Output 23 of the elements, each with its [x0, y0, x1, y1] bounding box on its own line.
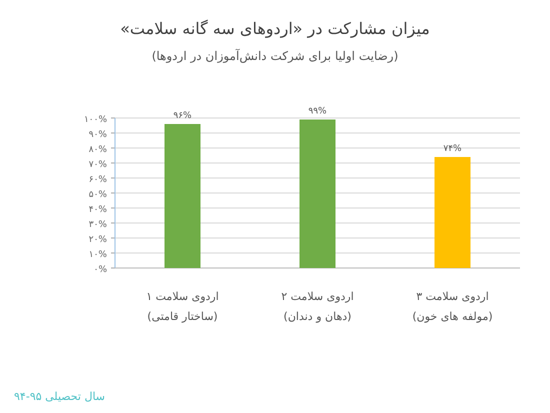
y-tick-label: ۴۰% — [88, 205, 108, 215]
y-tick-label: ۵۰% — [88, 190, 108, 200]
chart-title: میزان مشارکت در «اردوهای سه گانه سلامت» — [120, 19, 430, 38]
y-tick-label: ۷۰% — [88, 160, 108, 170]
y-tick-label: ۱۰% — [88, 250, 108, 260]
y-tick-label: ۲۰% — [88, 235, 108, 245]
bar — [434, 157, 470, 268]
x-tick-label: اردوی سلامت ۲ (دهان و دندان) — [281, 290, 354, 323]
text: سال تحصیلی ۹۵-۹۴ — [14, 390, 106, 403]
x-tick-label: اردوی سلامت ۳ (مولفه های خون) — [412, 290, 493, 323]
x-tick-label: اردوی سلامت ۱ (ساختار قامتی) — [146, 290, 219, 323]
data-label: ۷۴% — [443, 144, 462, 154]
bar — [300, 120, 336, 268]
y-tick-label: ۶۰% — [88, 175, 108, 185]
y-tick-label: ۹۰% — [88, 130, 108, 140]
bar — [164, 124, 200, 268]
y-tick-label: ۱۰۰% — [84, 115, 108, 125]
y-tick-label: ۰% — [94, 265, 108, 275]
data-label: ۹۶% — [173, 111, 192, 121]
y-tick-label: ۳۰% — [88, 220, 108, 230]
y-tick-label: ۸۰% — [88, 145, 108, 155]
data-label: ۹۹% — [308, 106, 328, 116]
chart-subtitle: (رضایت اولیا برای شرکت دانش‌آموزان در اردوها) — [152, 48, 398, 63]
